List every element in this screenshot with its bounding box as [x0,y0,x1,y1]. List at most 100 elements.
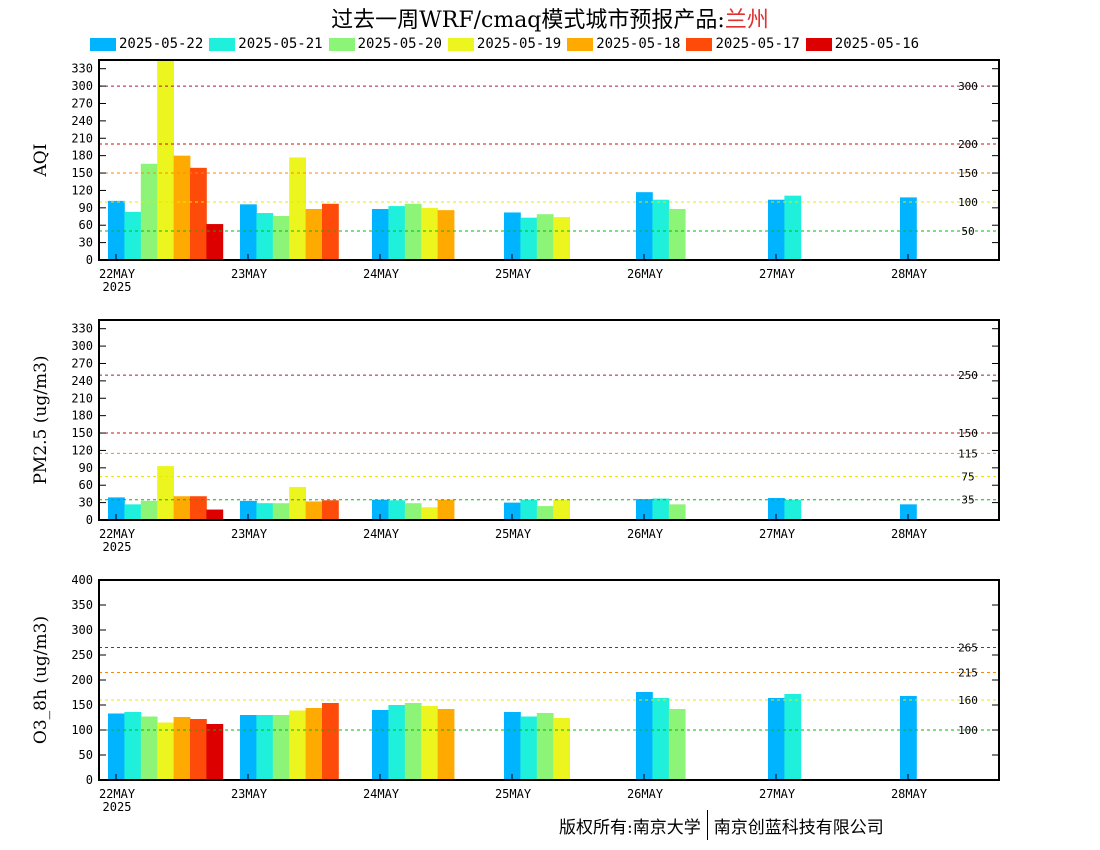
y-tick-label: 330 [71,322,93,336]
y-tick-label: 30 [79,496,93,510]
bar [206,509,224,520]
y-tick-label: 100 [71,723,93,737]
y-tick-label: 180 [71,149,93,163]
y-tick-label: 300 [71,79,93,93]
y-tick-label: 300 [71,623,93,637]
chart-legend: 2025-05-22 2025-05-21 2025-05-20 2025-05-19… [90,35,925,53]
bar [768,199,785,260]
bar [504,212,521,260]
y-tick-label: 150 [71,166,93,180]
bar [504,502,521,520]
bar [256,213,274,260]
bar [140,163,158,260]
x-tick-label: 28MAY [891,527,928,541]
x-tick-label: 25MAY [495,527,532,541]
x-tick-label: 25MAY [495,267,532,281]
x-tick-label: 26MAY [627,787,664,801]
y-tick-label: 60 [79,218,93,232]
chart-panel: 265 215 160 100 0 50 100 150 200 250 300 350 400 22MA… [31,573,1000,814]
y-tick-label: 150 [71,426,93,440]
legend-label: 2025-05-22 [119,36,204,52]
y-tick-label: 270 [71,356,93,370]
y-axis-label: PM2.5 (ug/m3) [31,355,51,484]
bar [372,710,389,780]
x-tick-label: 27MAY [759,527,796,541]
bar [108,497,125,520]
legend-item: 2025-05-22 [90,36,203,52]
bar [372,499,389,520]
bar [388,500,406,520]
bar [536,214,554,260]
bar [784,499,802,520]
bar [652,199,670,260]
reference-line-label: 50 [961,225,974,238]
bar [372,208,389,260]
y-tick-label: 200 [71,673,93,687]
y-tick-label: 50 [79,748,93,762]
legend-label: 2025-05-21 [238,36,323,52]
x-tick-label: 26MAY [627,267,664,281]
x-tick-label: 27MAY [759,787,796,801]
y-tick-label: 250 [71,648,93,662]
bar [768,698,785,780]
bar [784,195,802,260]
bar [404,203,422,260]
legend-swatch [686,37,713,51]
legend-item: 2025-05-21 [209,36,323,52]
bar [140,716,158,780]
bar [190,496,207,520]
bar [272,715,290,780]
x-tick-label: 24MAY [363,527,400,541]
y-tick-label: 90 [79,461,93,475]
legend-label: 2025-05-18 [596,36,681,52]
bar [256,503,274,520]
bar [636,499,653,520]
legend-swatch [328,37,355,51]
legend-label: 2025-05-19 [476,36,562,52]
y-tick-label: 400 [71,573,93,587]
bar [900,197,917,260]
bar [900,504,917,520]
bar [553,499,570,520]
reference-line-label: 100 [958,196,978,209]
bar [536,713,554,780]
legend-label: 2025-05-20 [357,36,442,52]
reference-line-label: 35 [961,494,974,507]
x-tick-label: 26MAY [627,527,664,541]
copyright-left: 版权所有:南京大学 [559,817,701,838]
y-tick-label: 300 [71,339,93,353]
y-tick-label: 330 [71,62,93,76]
y-tick-label: 0 [86,253,93,267]
bar [173,496,191,520]
reference-line-label: 200 [958,138,978,151]
bar [124,211,142,260]
legend-swatch [447,37,474,51]
x-tick-label: 24MAY [363,787,400,801]
legend-swatch [805,37,832,51]
bar [553,718,570,780]
x-tick-label: 24MAY [363,267,400,281]
bar [305,501,323,520]
y-tick-label: 270 [71,96,93,110]
bar [784,694,802,780]
bar [437,709,455,780]
copyright-footer: 版权所有:南京大学 南京创蓝科技有限公司 [559,810,884,840]
bar [108,200,125,260]
bar [190,167,207,260]
x-year-label: 2025 [103,540,132,554]
reference-line-label: 265 [958,642,978,655]
bar [437,210,455,260]
legend-item: 2025-05-18 [567,36,680,52]
x-year-label: 2025 [103,800,132,814]
bar [768,497,785,520]
x-tick-label: 28MAY [891,787,928,801]
y-tick-label: 210 [71,391,93,405]
x-tick-label: 23MAY [231,527,268,541]
bar [157,60,174,260]
bar [553,217,570,260]
x-tick-label: 22MAY [99,267,136,281]
bar [124,504,142,520]
y-tick-label: 240 [71,374,93,388]
plot-frame [98,59,1000,261]
